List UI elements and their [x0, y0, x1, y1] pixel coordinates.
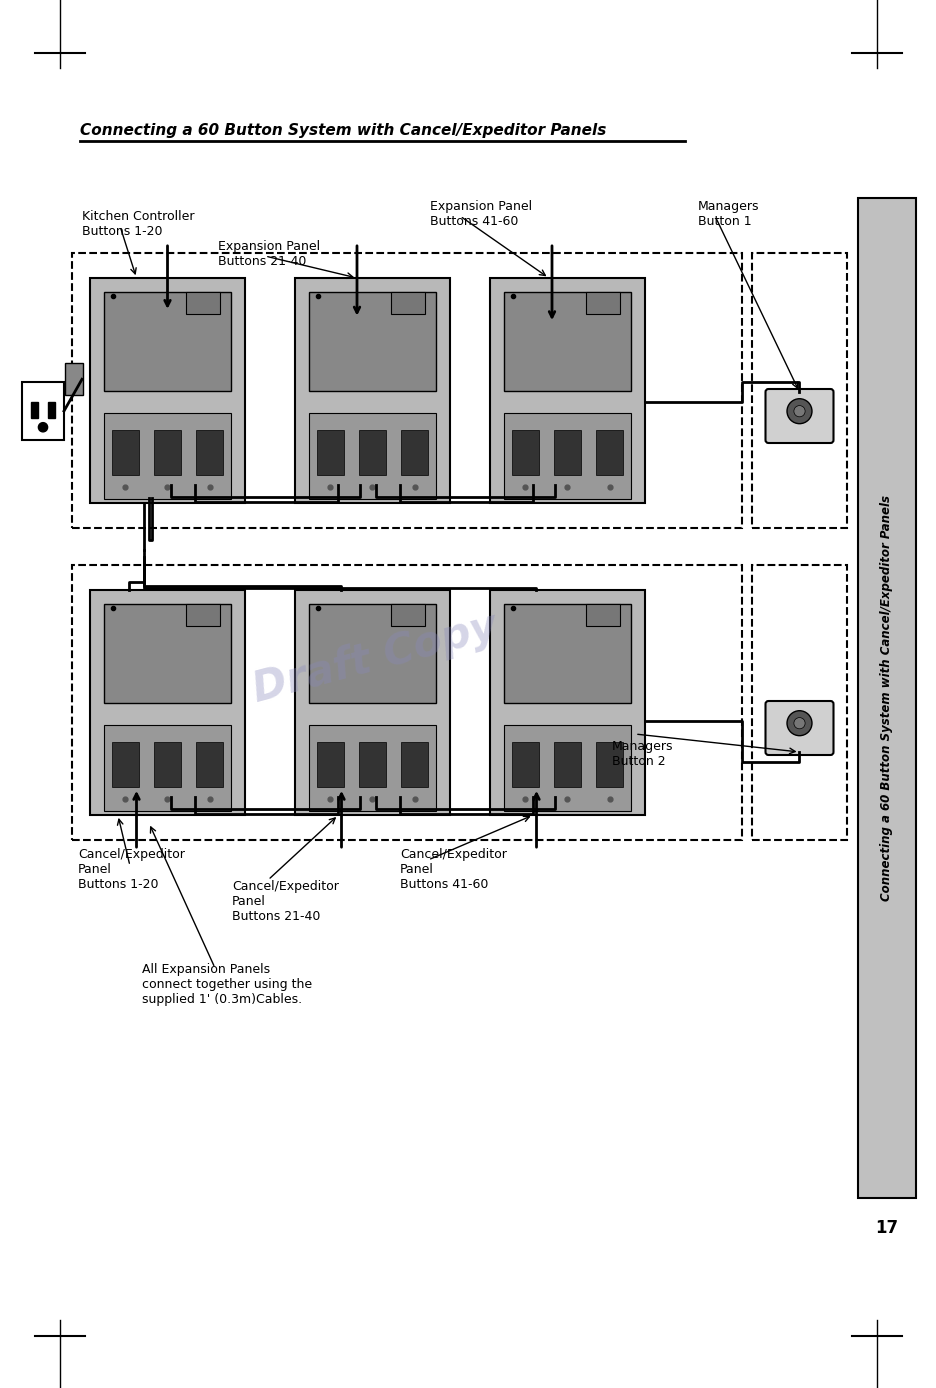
Bar: [90, 278, 244, 502]
Bar: [511, 743, 538, 787]
Bar: [490, 278, 644, 502]
Bar: [309, 725, 435, 811]
Circle shape: [793, 718, 804, 729]
Text: Expansion Panel
Buttons 21-40: Expansion Panel Buttons 21-40: [218, 240, 320, 268]
Bar: [358, 743, 386, 787]
Bar: [48, 401, 54, 418]
Bar: [511, 430, 538, 475]
Bar: [186, 291, 220, 314]
Circle shape: [793, 405, 804, 416]
Bar: [65, 364, 83, 396]
Bar: [197, 430, 223, 475]
Circle shape: [786, 398, 812, 423]
FancyBboxPatch shape: [765, 701, 833, 755]
Bar: [111, 743, 139, 787]
Bar: [104, 291, 231, 390]
Bar: [586, 604, 620, 626]
FancyBboxPatch shape: [765, 389, 833, 443]
Bar: [595, 743, 622, 787]
Bar: [104, 414, 231, 498]
Bar: [22, 382, 64, 440]
Bar: [401, 743, 428, 787]
Text: Managers
Button 2: Managers Button 2: [611, 740, 673, 768]
Bar: [309, 414, 435, 498]
Bar: [752, 253, 846, 527]
Bar: [390, 604, 425, 626]
Bar: [553, 743, 580, 787]
Text: Cancel/Expeditor
Panel
Buttons 41-60: Cancel/Expeditor Panel Buttons 41-60: [400, 848, 506, 891]
Circle shape: [38, 422, 48, 432]
Text: Draft Copy: Draft Copy: [248, 605, 502, 711]
Bar: [309, 291, 435, 390]
Bar: [295, 590, 449, 815]
Bar: [197, 743, 223, 787]
Text: 17: 17: [874, 1219, 898, 1237]
Text: Connecting a 60 Button System with Cancel/Expeditor Panels: Connecting a 60 Button System with Cance…: [880, 496, 893, 901]
Bar: [31, 401, 38, 418]
Bar: [154, 430, 181, 475]
Bar: [90, 590, 244, 815]
Bar: [104, 604, 231, 702]
Bar: [504, 414, 630, 498]
Bar: [186, 604, 220, 626]
Bar: [295, 278, 449, 502]
Bar: [401, 430, 428, 475]
Bar: [586, 291, 620, 314]
Bar: [504, 291, 630, 390]
Bar: [104, 725, 231, 811]
Bar: [358, 430, 386, 475]
Bar: [752, 565, 846, 840]
Bar: [504, 725, 630, 811]
Bar: [72, 565, 741, 840]
Bar: [595, 430, 622, 475]
Bar: [504, 604, 630, 702]
Bar: [111, 430, 139, 475]
Bar: [309, 604, 435, 702]
Text: Cancel/Expeditor
Panel
Buttons 1-20: Cancel/Expeditor Panel Buttons 1-20: [78, 848, 184, 891]
Text: Connecting a 60 Button System with Cancel/Expeditor Panels: Connecting a 60 Button System with Cance…: [80, 122, 606, 137]
Bar: [553, 430, 580, 475]
Circle shape: [786, 711, 812, 736]
Bar: [390, 291, 425, 314]
Text: Expansion Panel
Buttons 41-60: Expansion Panel Buttons 41-60: [430, 200, 532, 228]
Bar: [154, 743, 181, 787]
Bar: [316, 743, 344, 787]
Bar: [857, 198, 915, 1198]
Text: Cancel/Expeditor
Panel
Buttons 21-40: Cancel/Expeditor Panel Buttons 21-40: [232, 880, 339, 923]
Text: Managers
Button 1: Managers Button 1: [697, 200, 759, 228]
Bar: [72, 253, 741, 527]
Text: Kitchen Controller
Buttons 1-20: Kitchen Controller Buttons 1-20: [82, 210, 195, 237]
Bar: [316, 430, 344, 475]
Text: All Expansion Panels
connect together using the
supplied 1' (0.3m)Cables.: All Expansion Panels connect together us…: [142, 963, 312, 1006]
Bar: [490, 590, 644, 815]
